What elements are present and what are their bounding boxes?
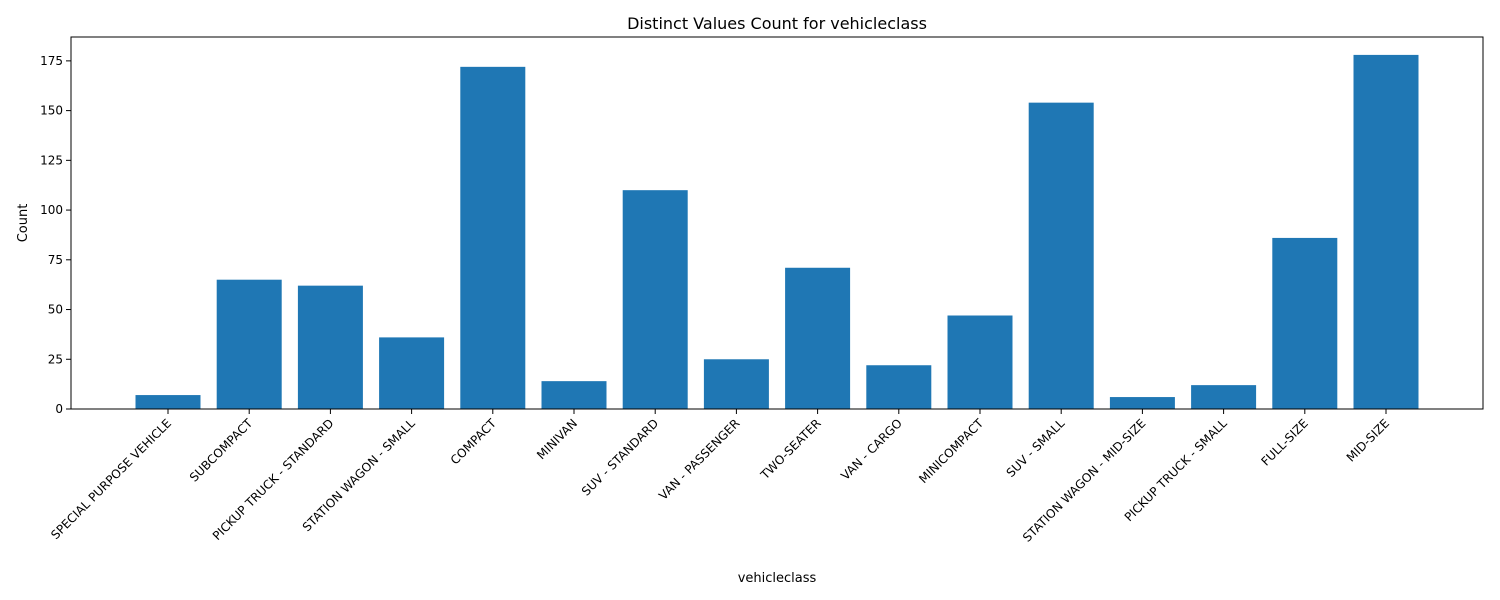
x-tick-label: MINICOMPACT	[916, 416, 986, 486]
x-tick-label: TWO-SEATER	[757, 416, 823, 482]
y-tick-label: 50	[48, 303, 63, 317]
x-tick-label: SUBCOMPACT	[187, 416, 256, 485]
x-tick-label: MINIVAN	[534, 416, 580, 462]
x-axis-label: vehicleclass	[738, 571, 817, 586]
bar	[541, 381, 607, 409]
x-tick-label: COMPACT	[448, 416, 500, 468]
bar	[947, 315, 1013, 409]
y-axis-label: Count	[16, 204, 31, 243]
bar	[460, 66, 526, 409]
bar	[622, 190, 688, 409]
y-tick-label: 150	[40, 104, 63, 118]
bar	[1272, 237, 1338, 409]
y-tick-label: 175	[40, 54, 63, 68]
x-tick-label: SPECIAL PURPOSE VEHICLE	[48, 416, 174, 542]
x-tick-label: MID-SIZE	[1344, 416, 1392, 464]
bar	[866, 365, 932, 409]
x-tick-label: FULL-SIZE	[1258, 416, 1310, 468]
y-tick-label: 125	[40, 153, 63, 167]
x-tick-label: SUV - SMALL	[1004, 416, 1068, 480]
x-tick-label: VAN - CARGO	[838, 416, 905, 483]
bar	[1353, 54, 1419, 410]
bar	[216, 279, 282, 409]
x-axis-ticks: SPECIAL PURPOSE VEHICLE SUBCOMPACTPICKUP …	[48, 409, 1392, 545]
chart-title: Distinct Values Count for vehicleclass	[627, 14, 927, 33]
y-tick-label: 25	[48, 352, 63, 366]
bar	[297, 285, 363, 409]
y-tick-label: 100	[40, 203, 63, 217]
bar	[785, 267, 851, 409]
y-tick-label: 75	[48, 253, 63, 267]
bar	[135, 395, 201, 409]
plot-frame	[70, 36, 1484, 410]
bar	[1109, 397, 1175, 409]
x-tick-label: SUV - STANDARD	[579, 416, 661, 498]
bar	[1028, 102, 1094, 410]
bars-group	[135, 54, 1419, 410]
bar	[379, 337, 445, 409]
y-axis-ticks: 0 25 50 75 100 125 150 175	[40, 54, 71, 416]
bar	[1191, 385, 1257, 409]
x-tick-label: VAN - PASSENGER	[656, 416, 742, 502]
y-tick-label: 0	[55, 402, 63, 416]
bar	[703, 359, 769, 409]
